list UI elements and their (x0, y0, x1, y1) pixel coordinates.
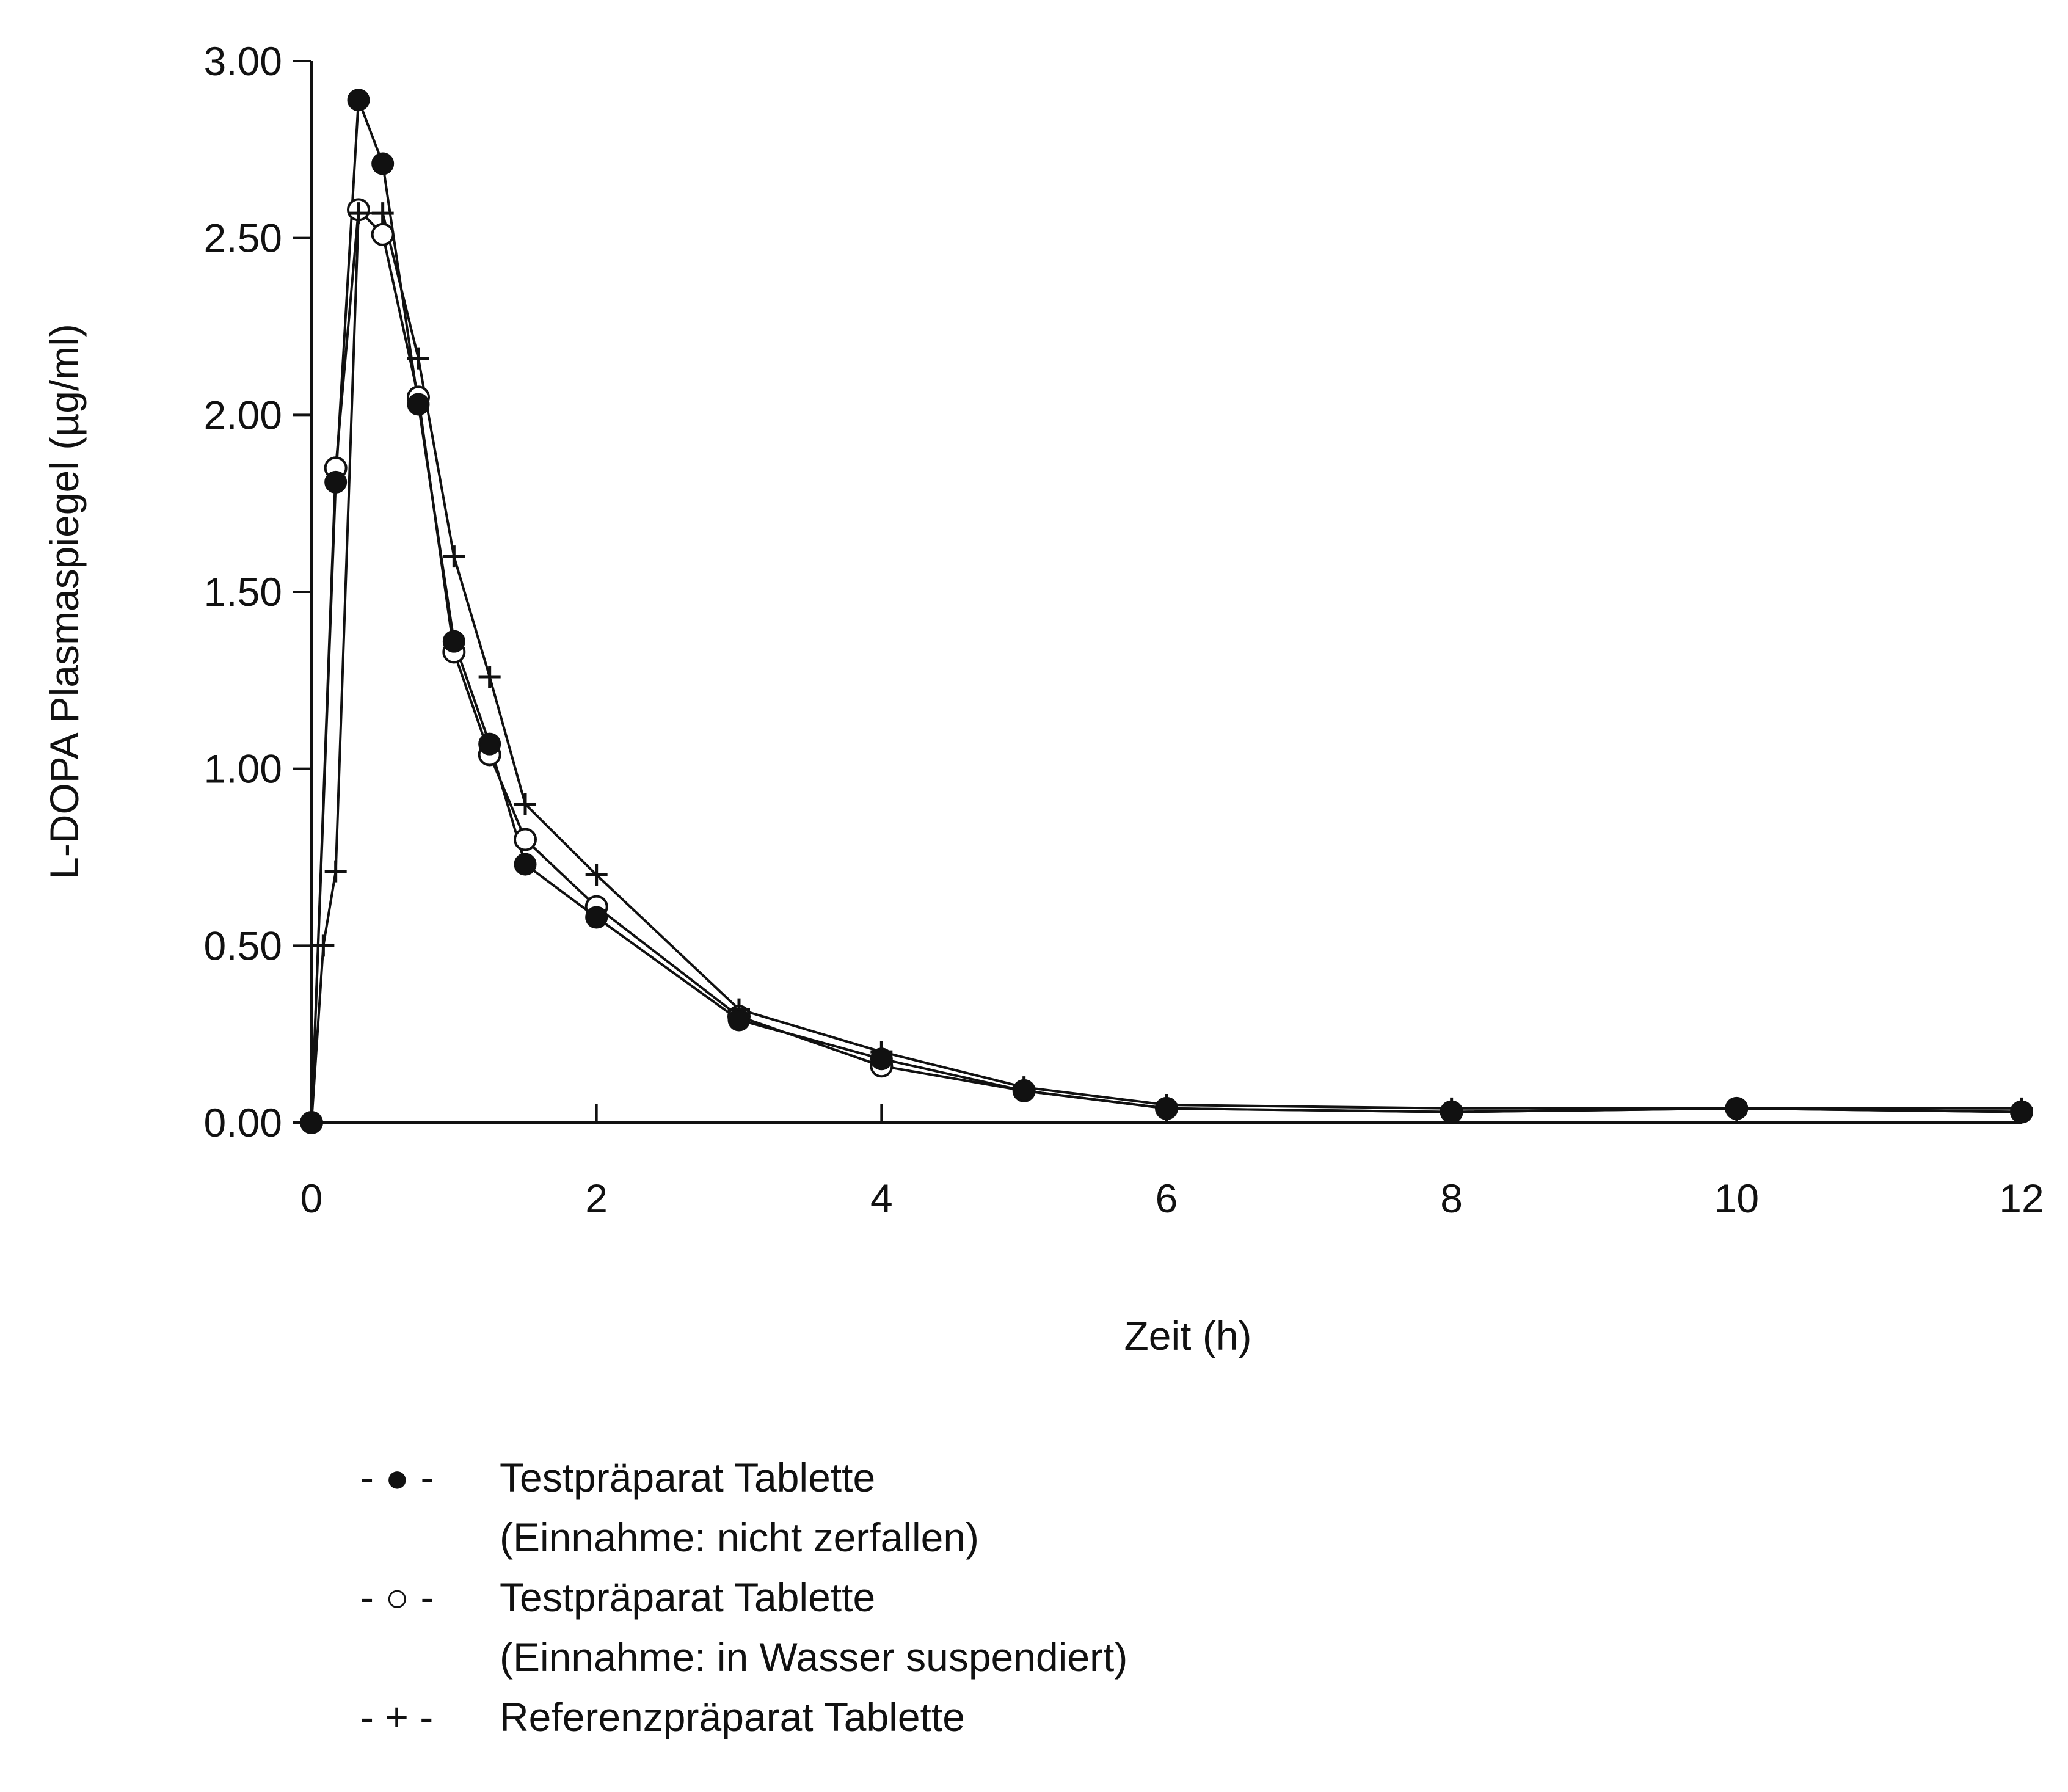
data-point-filled-circle (324, 470, 348, 494)
legend-label-line1: Referenzpräparat Tablette (500, 1694, 965, 1739)
series-markers (300, 89, 2033, 1134)
series-line-test-suspended (310, 208, 2022, 1123)
x-ticks: 0 2 4 6 8 10 12 (300, 1104, 2044, 1221)
y-tick-label: 1.50 (204, 569, 282, 614)
y-tick-label: 2.00 (204, 392, 282, 437)
data-point-filled-circle (371, 152, 395, 175)
x-tick-label: 6 (1156, 1176, 1178, 1221)
legend-label-line1: Testpräparat Tablette (500, 1455, 875, 1500)
legend-label-line1: Testpräparat Tablette (500, 1575, 875, 1620)
series-line-reference (310, 212, 2022, 1123)
data-point-filled-circle (727, 1008, 751, 1032)
y-tick-label: 0.50 (204, 923, 282, 968)
data-point-plus (312, 934, 335, 957)
data-point-filled-circle (1440, 1101, 1463, 1124)
legend-item-reference: - + - Referenzpräparat Tablette (360, 1694, 965, 1739)
data-point-plus (324, 860, 347, 883)
legend-label-line2: (Einnahme: nicht zerfallen) (500, 1515, 979, 1560)
data-point-filled-circle (1155, 1097, 1178, 1120)
y-ticks: 0.00 0.50 1.00 1.50 2.00 2.50 3.00 (204, 38, 311, 1145)
y-tick-label: 2.50 (204, 216, 282, 261)
legend-item-test-intact: - ● - Testpräparat Tablette (Einnahme: n… (360, 1455, 979, 1560)
data-point-plus (585, 864, 608, 886)
data-point-plus (348, 202, 370, 225)
x-axis-title: Zeit (h) (1124, 1313, 1251, 1358)
data-point-plus (443, 545, 465, 568)
y-tick-label: 3.00 (204, 38, 282, 84)
x-tick-label: 0 (300, 1176, 323, 1221)
data-point-plus (371, 202, 394, 225)
data-point-plus (514, 793, 536, 815)
data-point-open-circle (371, 222, 395, 246)
data-point-filled-circle (2010, 1101, 2033, 1124)
data-point-filled-circle (442, 630, 465, 653)
y-tick-label: 0.00 (204, 1100, 282, 1145)
axes (310, 61, 2022, 1124)
data-point-filled-circle (347, 89, 370, 112)
x-tick-label: 4 (870, 1176, 893, 1221)
data-point-plus (407, 347, 429, 370)
x-tick-label: 2 (585, 1176, 608, 1221)
legend-symbol-filled-circle: - ● - (360, 1455, 434, 1500)
series-line-test-intact (310, 98, 2022, 1123)
legend-item-test-suspended: - ○ - Testpräparat Tablette (Einnahme: i… (360, 1575, 1127, 1680)
data-point-filled-circle (300, 1111, 323, 1134)
data-point-filled-circle (478, 732, 501, 756)
legend-label-line2: (Einnahme: in Wasser suspendiert) (500, 1634, 1127, 1680)
x-tick-label: 12 (1999, 1176, 2044, 1221)
data-point-filled-circle (1013, 1079, 1036, 1102)
data-point-filled-circle (407, 393, 430, 416)
data-point-filled-circle (585, 906, 608, 929)
y-tick-label: 1.00 (204, 746, 282, 792)
legend-symbol-plus: - + - (360, 1694, 433, 1739)
data-point-plus (478, 666, 501, 688)
legend-symbol-open-circle: - ○ - (360, 1575, 434, 1620)
data-point-filled-circle (514, 853, 537, 876)
y-axis-title: L-DOPA Plasmaspiegel (µg/ml) (42, 324, 87, 880)
data-point-open-circle (514, 828, 537, 851)
x-tick-label: 10 (1714, 1176, 1759, 1221)
series-lines (310, 98, 2022, 1123)
data-point-filled-circle (870, 1047, 893, 1071)
legend: - ● - Testpräparat Tablette (Einnahme: n… (360, 1455, 1127, 1739)
x-tick-label: 8 (1440, 1176, 1463, 1221)
data-point-filled-circle (1725, 1097, 1748, 1120)
